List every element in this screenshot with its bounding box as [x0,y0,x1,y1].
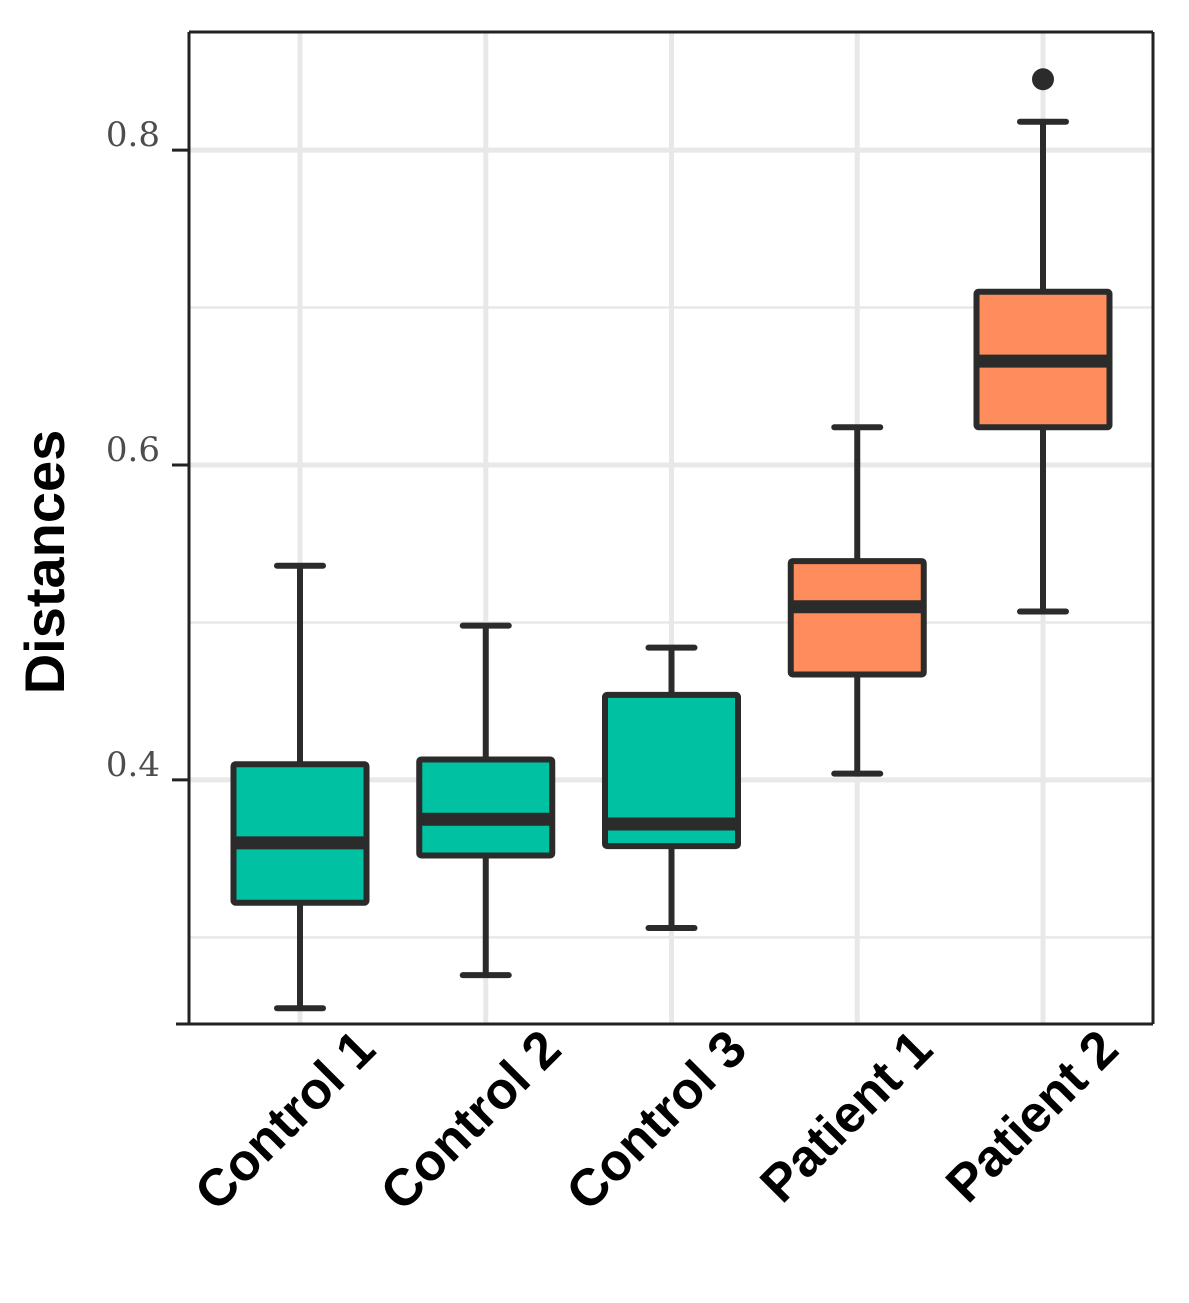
box-iqr [416,756,556,859]
x-tick-label: Patient 1 [749,1019,943,1213]
x-tick-label: Control 1 [184,1019,386,1221]
box-iqr [602,691,741,850]
box-patient-1 [787,424,927,777]
y-tick-label: 0.4 [106,745,160,785]
box-iqr [787,558,927,678]
box-layer [230,68,1113,1012]
outlier-point [1032,68,1054,91]
box-control-3 [602,644,741,931]
box-iqr [230,761,370,906]
y-axis-label: Distances [13,430,76,695]
box-control-2 [416,622,556,979]
x-tick-label: Control 2 [370,1019,572,1221]
box-patient-2 [973,68,1113,615]
x-tick-label: Patient 2 [935,1019,1129,1213]
label-layer: Distances [13,430,76,695]
y-tick-label: 0.8 [106,115,160,155]
box-control-1 [230,562,370,1012]
x-tick-label: Control 3 [556,1019,758,1221]
y-tick-label: 0.6 [106,430,160,470]
